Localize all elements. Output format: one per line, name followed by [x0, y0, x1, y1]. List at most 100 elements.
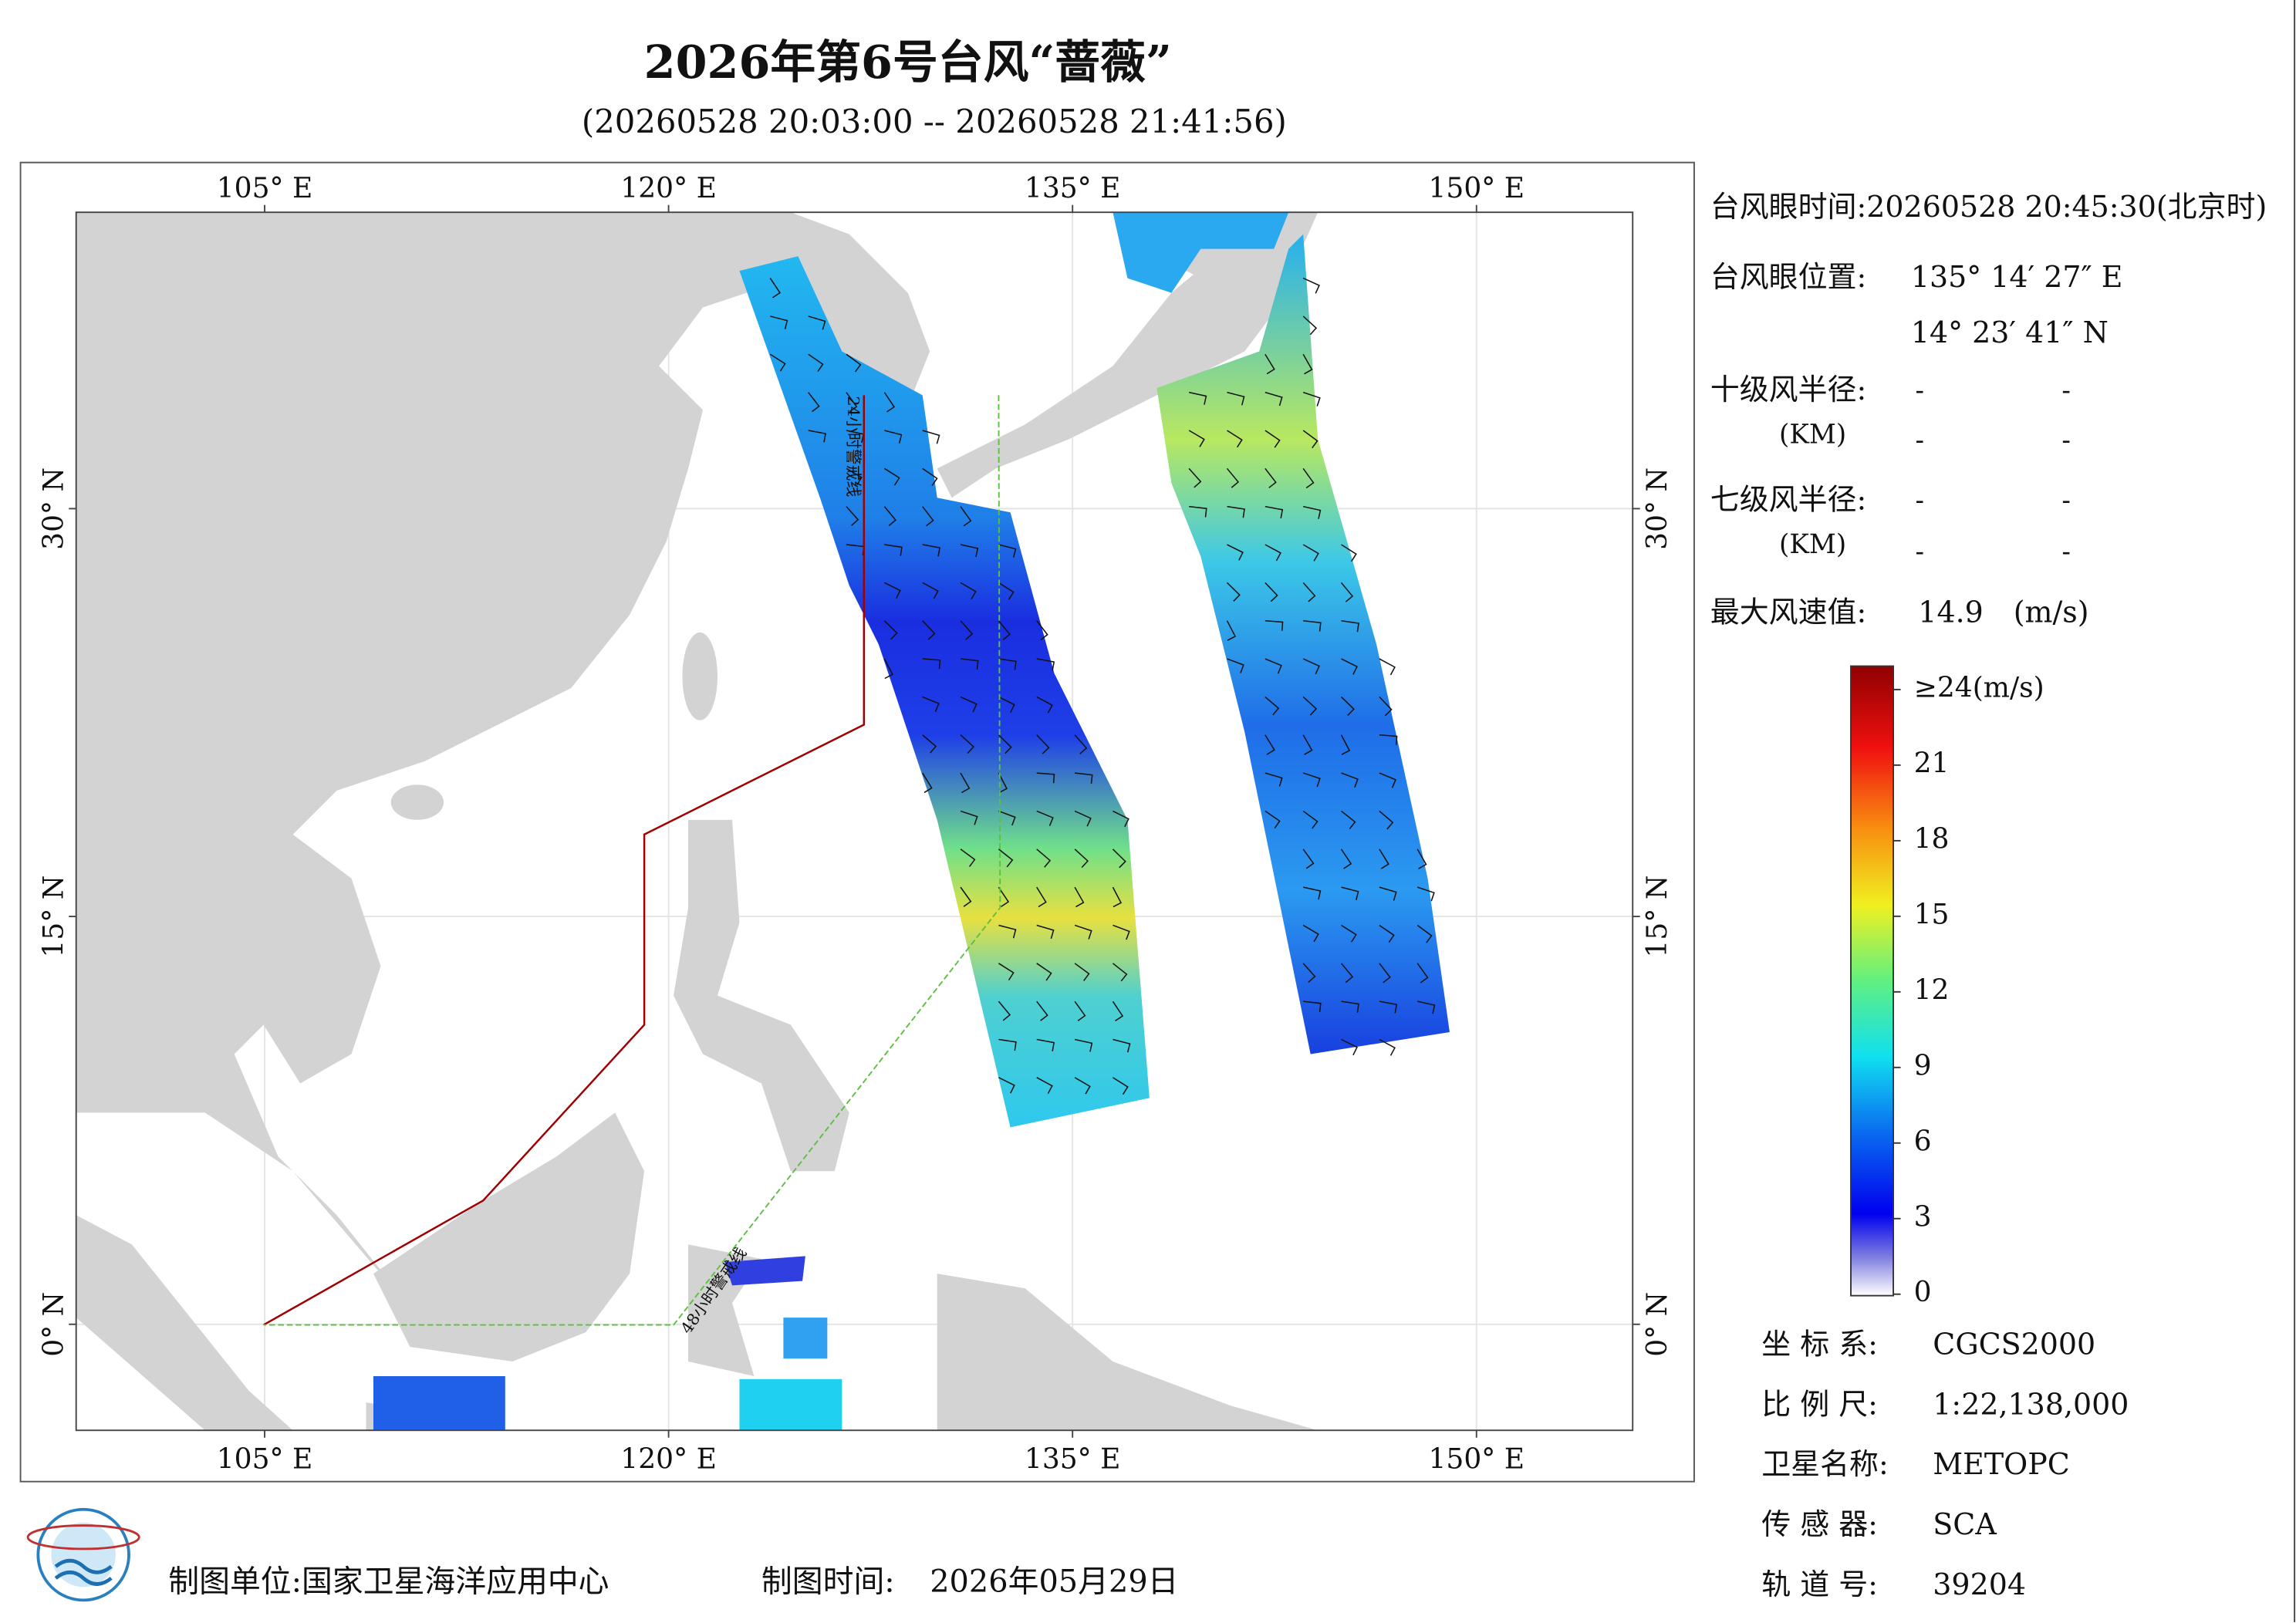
info-value: 135° 14′ 27″ E: [1911, 260, 2123, 294]
wind-barb: [1036, 1077, 1053, 1095]
wind-barb: [1302, 430, 1319, 449]
wind-barb: [1379, 1038, 1396, 1056]
land: [76, 1215, 293, 1431]
wind-barb: [960, 544, 979, 558]
wind-barb: [1074, 1038, 1093, 1052]
colorbar-label: 9: [1914, 1049, 1932, 1081]
wind-barb: [1302, 810, 1319, 829]
land: [937, 1274, 1319, 1431]
wind-barb: [884, 544, 903, 556]
land: [937, 219, 1289, 498]
wind-barb: [1303, 619, 1322, 632]
wind-barb: [922, 430, 940, 444]
wind-barb: [1341, 772, 1359, 788]
info-text: 台风眼时间:20260528 20:45:30(北京时): [1710, 190, 2267, 224]
meta-label: 卫星名称:: [1761, 1447, 1889, 1481]
wind-barb: [1416, 886, 1435, 902]
meta-value: 1:22,138,000: [1933, 1387, 2129, 1421]
wind-barb: [808, 430, 826, 443]
wind-barb: [1036, 963, 1052, 981]
land: [674, 819, 849, 1172]
y-tick-label: 30° N: [1641, 467, 1673, 550]
wind-barb: [1112, 963, 1128, 982]
wind-barb: [1379, 1000, 1398, 1014]
wind-barb: [1341, 1000, 1359, 1013]
boundary-line: [263, 395, 866, 1326]
wind-barb: [1340, 734, 1351, 755]
wind-barb: [1302, 391, 1321, 407]
wind-barb: [1036, 810, 1054, 826]
wind-barb: [960, 620, 974, 640]
wind-barb: [998, 886, 1010, 908]
colorbar-label: 3: [1914, 1200, 1932, 1233]
wind-barb: [998, 658, 1017, 670]
warning-line: [263, 395, 1001, 1326]
colorbar-label: ≥24(m/s): [1914, 671, 2044, 704]
wind-barb: [1189, 505, 1207, 518]
wind-barb: [1341, 619, 1359, 633]
y-tick-label: 15° N: [1641, 876, 1673, 958]
wind-barb: [998, 734, 1012, 754]
wind-barb: [1264, 430, 1281, 448]
wind-barb: [1340, 963, 1354, 984]
land: [390, 785, 444, 820]
wind-barb: [922, 620, 936, 640]
wind-barb: [1302, 582, 1316, 602]
colorbar-label: 12: [1914, 973, 1950, 1006]
info-value: -: [2061, 536, 2071, 567]
wind-barb: [998, 772, 1008, 794]
footer-text: 制图单位:国家卫星海洋应用中心: [168, 1564, 609, 1600]
meta-label: 传 感 器:: [1761, 1507, 1878, 1541]
map-plot: 24小时警戒线 48小时警戒线: [76, 212, 1633, 1431]
colorbar-label: 0: [1914, 1276, 1932, 1308]
wind-barb: [1036, 620, 1048, 641]
info-unit: (KM): [1779, 420, 1846, 450]
wind-barb: [1341, 886, 1359, 900]
colorbar-label: 6: [1914, 1125, 1932, 1157]
x-tick-label: 135° E: [1025, 1443, 1121, 1476]
wind-barb: [1264, 544, 1281, 562]
wind-barb: [1036, 924, 1055, 940]
wind-barb: [1226, 620, 1237, 641]
wind-barb: [1074, 810, 1092, 827]
info-value: -: [2061, 485, 2071, 516]
wind-barb: [1264, 391, 1283, 407]
wind-swath: [783, 1318, 828, 1359]
colorbar-ticks: 0 3 6 9 12 15 18 21 ≥24(m/s): [1893, 671, 2044, 1308]
wind-barb: [1302, 696, 1318, 716]
wind-swath: [373, 1376, 505, 1431]
wind-barb: [1302, 772, 1321, 788]
wind-barb: [960, 506, 972, 527]
wind-barb: [1302, 353, 1313, 375]
wind-barb: [1416, 963, 1429, 984]
wind-barb: [808, 392, 820, 413]
wind-barb: [1302, 544, 1319, 562]
wind-barb: [1036, 886, 1047, 908]
wind-barb: [960, 886, 972, 907]
wind-barb: [1341, 658, 1358, 675]
wind-barb: [1227, 658, 1244, 673]
meta-value: CGCS2000: [1933, 1328, 2095, 1361]
meta-label: 比 例 尺:: [1761, 1387, 1878, 1421]
wind-barb: [808, 353, 824, 372]
wind-barb: [1074, 1000, 1086, 1021]
wind-swath: [1156, 234, 1450, 1054]
wind-barb: [1264, 658, 1282, 674]
wind-barb: [1416, 849, 1427, 869]
wind-barb: [1264, 582, 1278, 602]
wind-barb: [922, 772, 933, 794]
wind-barb: [1074, 963, 1090, 981]
wind-barb: [1379, 924, 1395, 943]
info-unit: (m/s): [2014, 596, 2089, 629]
y-tick-label: 15° N: [38, 876, 70, 958]
wind-barb: [883, 467, 900, 486]
wind-barb: [1036, 734, 1050, 754]
wind-barb: [1074, 1077, 1091, 1095]
wind-barb: [922, 658, 941, 670]
wind-barb: [846, 353, 862, 373]
wind-barb: [1112, 849, 1126, 869]
wind-barb: [1302, 963, 1316, 983]
wind-barb: [960, 772, 971, 794]
x-tick-label: 135° E: [1025, 172, 1121, 204]
info-label: 最大风速值:: [1710, 596, 1866, 629]
